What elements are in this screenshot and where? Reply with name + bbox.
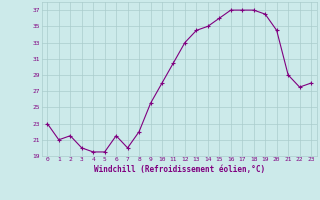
X-axis label: Windchill (Refroidissement éolien,°C): Windchill (Refroidissement éolien,°C)	[94, 165, 265, 174]
